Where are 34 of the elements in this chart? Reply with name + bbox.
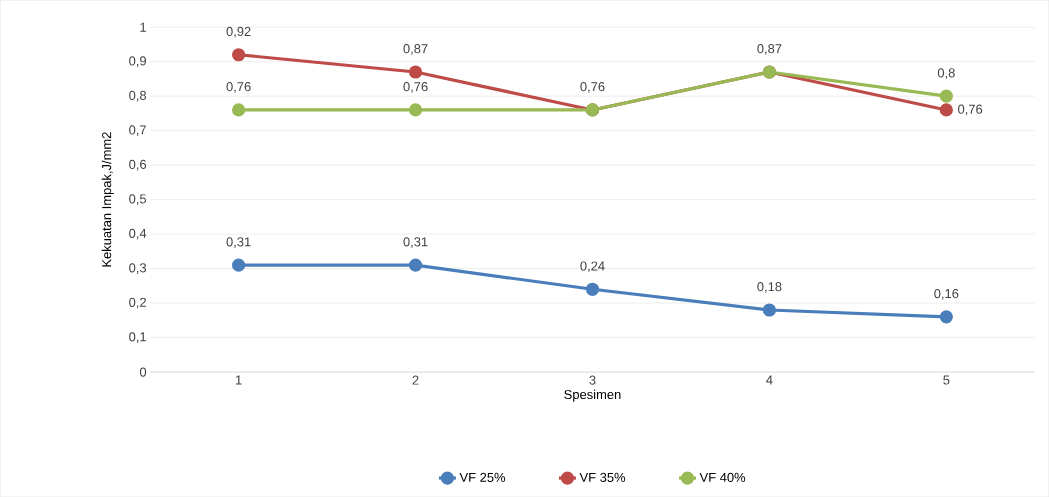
data-label: 0,76 <box>226 81 251 93</box>
x-tick-label: 2 <box>412 375 419 385</box>
x-tick-label: 3 <box>589 375 596 385</box>
data-label: 0,18 <box>757 281 782 293</box>
x-axis-title: Spesimen <box>564 389 621 402</box>
data-label: 0,8 <box>937 68 955 79</box>
y-tick-label: 0,6 <box>129 159 147 171</box>
legend-label: VF 40% <box>699 472 746 482</box>
y-tick-label: 0 <box>139 367 147 377</box>
y-tick-label: 0,1 <box>129 332 146 343</box>
legend-label: VF 35% <box>579 472 626 482</box>
x-tick-label: 5 <box>943 375 950 385</box>
y-tick-label: 0,5 <box>129 194 147 205</box>
y-tick-label: 0,2 <box>129 297 146 309</box>
data-label: 0,76 <box>403 81 428 93</box>
data-label: 0,24 <box>580 261 605 272</box>
x-tick-label: 1 <box>236 375 242 385</box>
data-label: 0,16 <box>934 288 959 300</box>
y-tick-label: 0,3 <box>129 263 147 274</box>
x-tick-label: 4 <box>766 375 773 385</box>
y-tick-label: 0,7 <box>129 125 146 136</box>
y-tick-label: 0,4 <box>129 228 147 240</box>
y-tick-label: 0,9 <box>129 56 147 67</box>
y-axis-title: Kekuatan Impak,J/mm2 <box>101 132 114 267</box>
data-label: 0,92 <box>226 26 251 38</box>
y-tick-label: 0,8 <box>129 90 147 102</box>
data-label: 0,87 <box>757 44 782 55</box>
y-tick-label: 1 <box>140 22 146 32</box>
legend-label: VF 25% <box>459 472 506 482</box>
data-label: 0,87 <box>403 44 428 55</box>
data-label: 0,31 <box>403 237 428 248</box>
data-label: 0,31 <box>226 237 251 248</box>
data-label: 0,76 <box>580 81 605 93</box>
data-label: 0,76 <box>958 104 983 116</box>
